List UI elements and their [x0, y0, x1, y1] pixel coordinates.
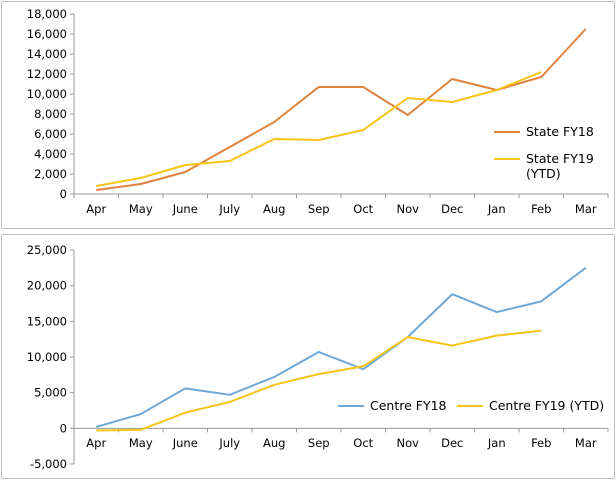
centre-y-tick-label: 5,000 — [34, 386, 67, 400]
state-x-tick-label: Apr — [86, 202, 106, 216]
centre-chart: -5,000 0 5,000 10,000 15,000 20,000 25,000 Apr M… — [27, 243, 609, 471]
centre-x-tick-label: Oct — [353, 436, 373, 450]
state-x-tick-label: Dec — [441, 202, 463, 216]
centre-x-tick-label: Aug — [263, 436, 285, 450]
state-legend-label-2: (YTD) — [526, 166, 561, 181]
centre-y-tick-label: 20,000 — [27, 279, 67, 293]
centre-legend-label-1: Centre FY18 — [370, 398, 447, 413]
state-x-tick-label: Sep — [308, 202, 330, 216]
centre-y-tick-label: 10,000 — [27, 350, 67, 364]
centre-x-tick-label: Sep — [308, 436, 330, 450]
centre-x-tick-label: Nov — [397, 436, 420, 450]
centre-x-tick-label: June — [172, 436, 198, 450]
centre-y-tick-label: 25,000 — [27, 243, 67, 257]
centre-x-tick-label: Apr — [86, 436, 106, 450]
centre-y-tick-label: -5,000 — [30, 457, 67, 471]
centre-chart-panel: -5,000 0 5,000 10,000 15,000 20,000 25,000 Apr M… — [1, 234, 615, 479]
state-y-tick-label: 4,000 — [34, 147, 67, 161]
state-x-tick-label: July — [218, 202, 240, 216]
state-y-tick-label: 16,000 — [27, 27, 67, 41]
state-x-tick-label: May — [129, 202, 153, 216]
centre-x-tick-label: Feb — [531, 436, 551, 450]
state-chart-panel: 0 2,000 4,000 6,000 8,000 10,000 12,000 14,000 1… — [1, 1, 615, 229]
state-y-tick-label: 8,000 — [34, 107, 67, 121]
state-x-tick-label: June — [172, 202, 198, 216]
state-x-tick-label: Aug — [263, 202, 285, 216]
state-legend-label-2: State FY19 — [526, 151, 594, 166]
state-y-tick-label: 14,000 — [27, 47, 67, 61]
state-x-tick-label: Mar — [575, 202, 597, 216]
centre-series-line-2 — [96, 329, 542, 432]
centre-series-line-1 — [95, 267, 587, 428]
state-y-tick-label: 12,000 — [27, 67, 67, 81]
centre-x-tick-label: Dec — [441, 436, 463, 450]
state-y-tick-label: 2,000 — [34, 167, 67, 181]
centre-x-tick-label: Jan — [487, 436, 506, 450]
centre-legend-label-2: Centre FY19 (YTD) — [489, 398, 604, 413]
centre-x-tick-label: Mar — [575, 436, 597, 450]
state-legend-label-1: State FY18 — [526, 124, 594, 139]
state-y-tick-label: 10,000 — [27, 87, 67, 101]
state-y-tick-label: 18,000 — [27, 7, 67, 21]
state-series-line-1 — [96, 28, 587, 191]
state-series-line-2 — [96, 71, 542, 187]
state-x-tick-label: Nov — [397, 202, 420, 216]
state-y-tick-label: 6,000 — [34, 127, 67, 141]
state-x-tick-label: Oct — [353, 202, 373, 216]
centre-x-tick-label: July — [218, 436, 240, 450]
state-x-tick-label: Jan — [487, 202, 506, 216]
centre-y-tick-label: 0 — [60, 421, 67, 435]
state-chart: 0 2,000 4,000 6,000 8,000 10,000 12,000 14,000 1… — [27, 7, 609, 216]
state-x-tick-label: Feb — [531, 202, 551, 216]
state-y-tick-label: 0 — [60, 187, 67, 201]
centre-y-tick-label: 15,000 — [27, 314, 67, 328]
centre-x-tick-label: May — [129, 436, 153, 450]
